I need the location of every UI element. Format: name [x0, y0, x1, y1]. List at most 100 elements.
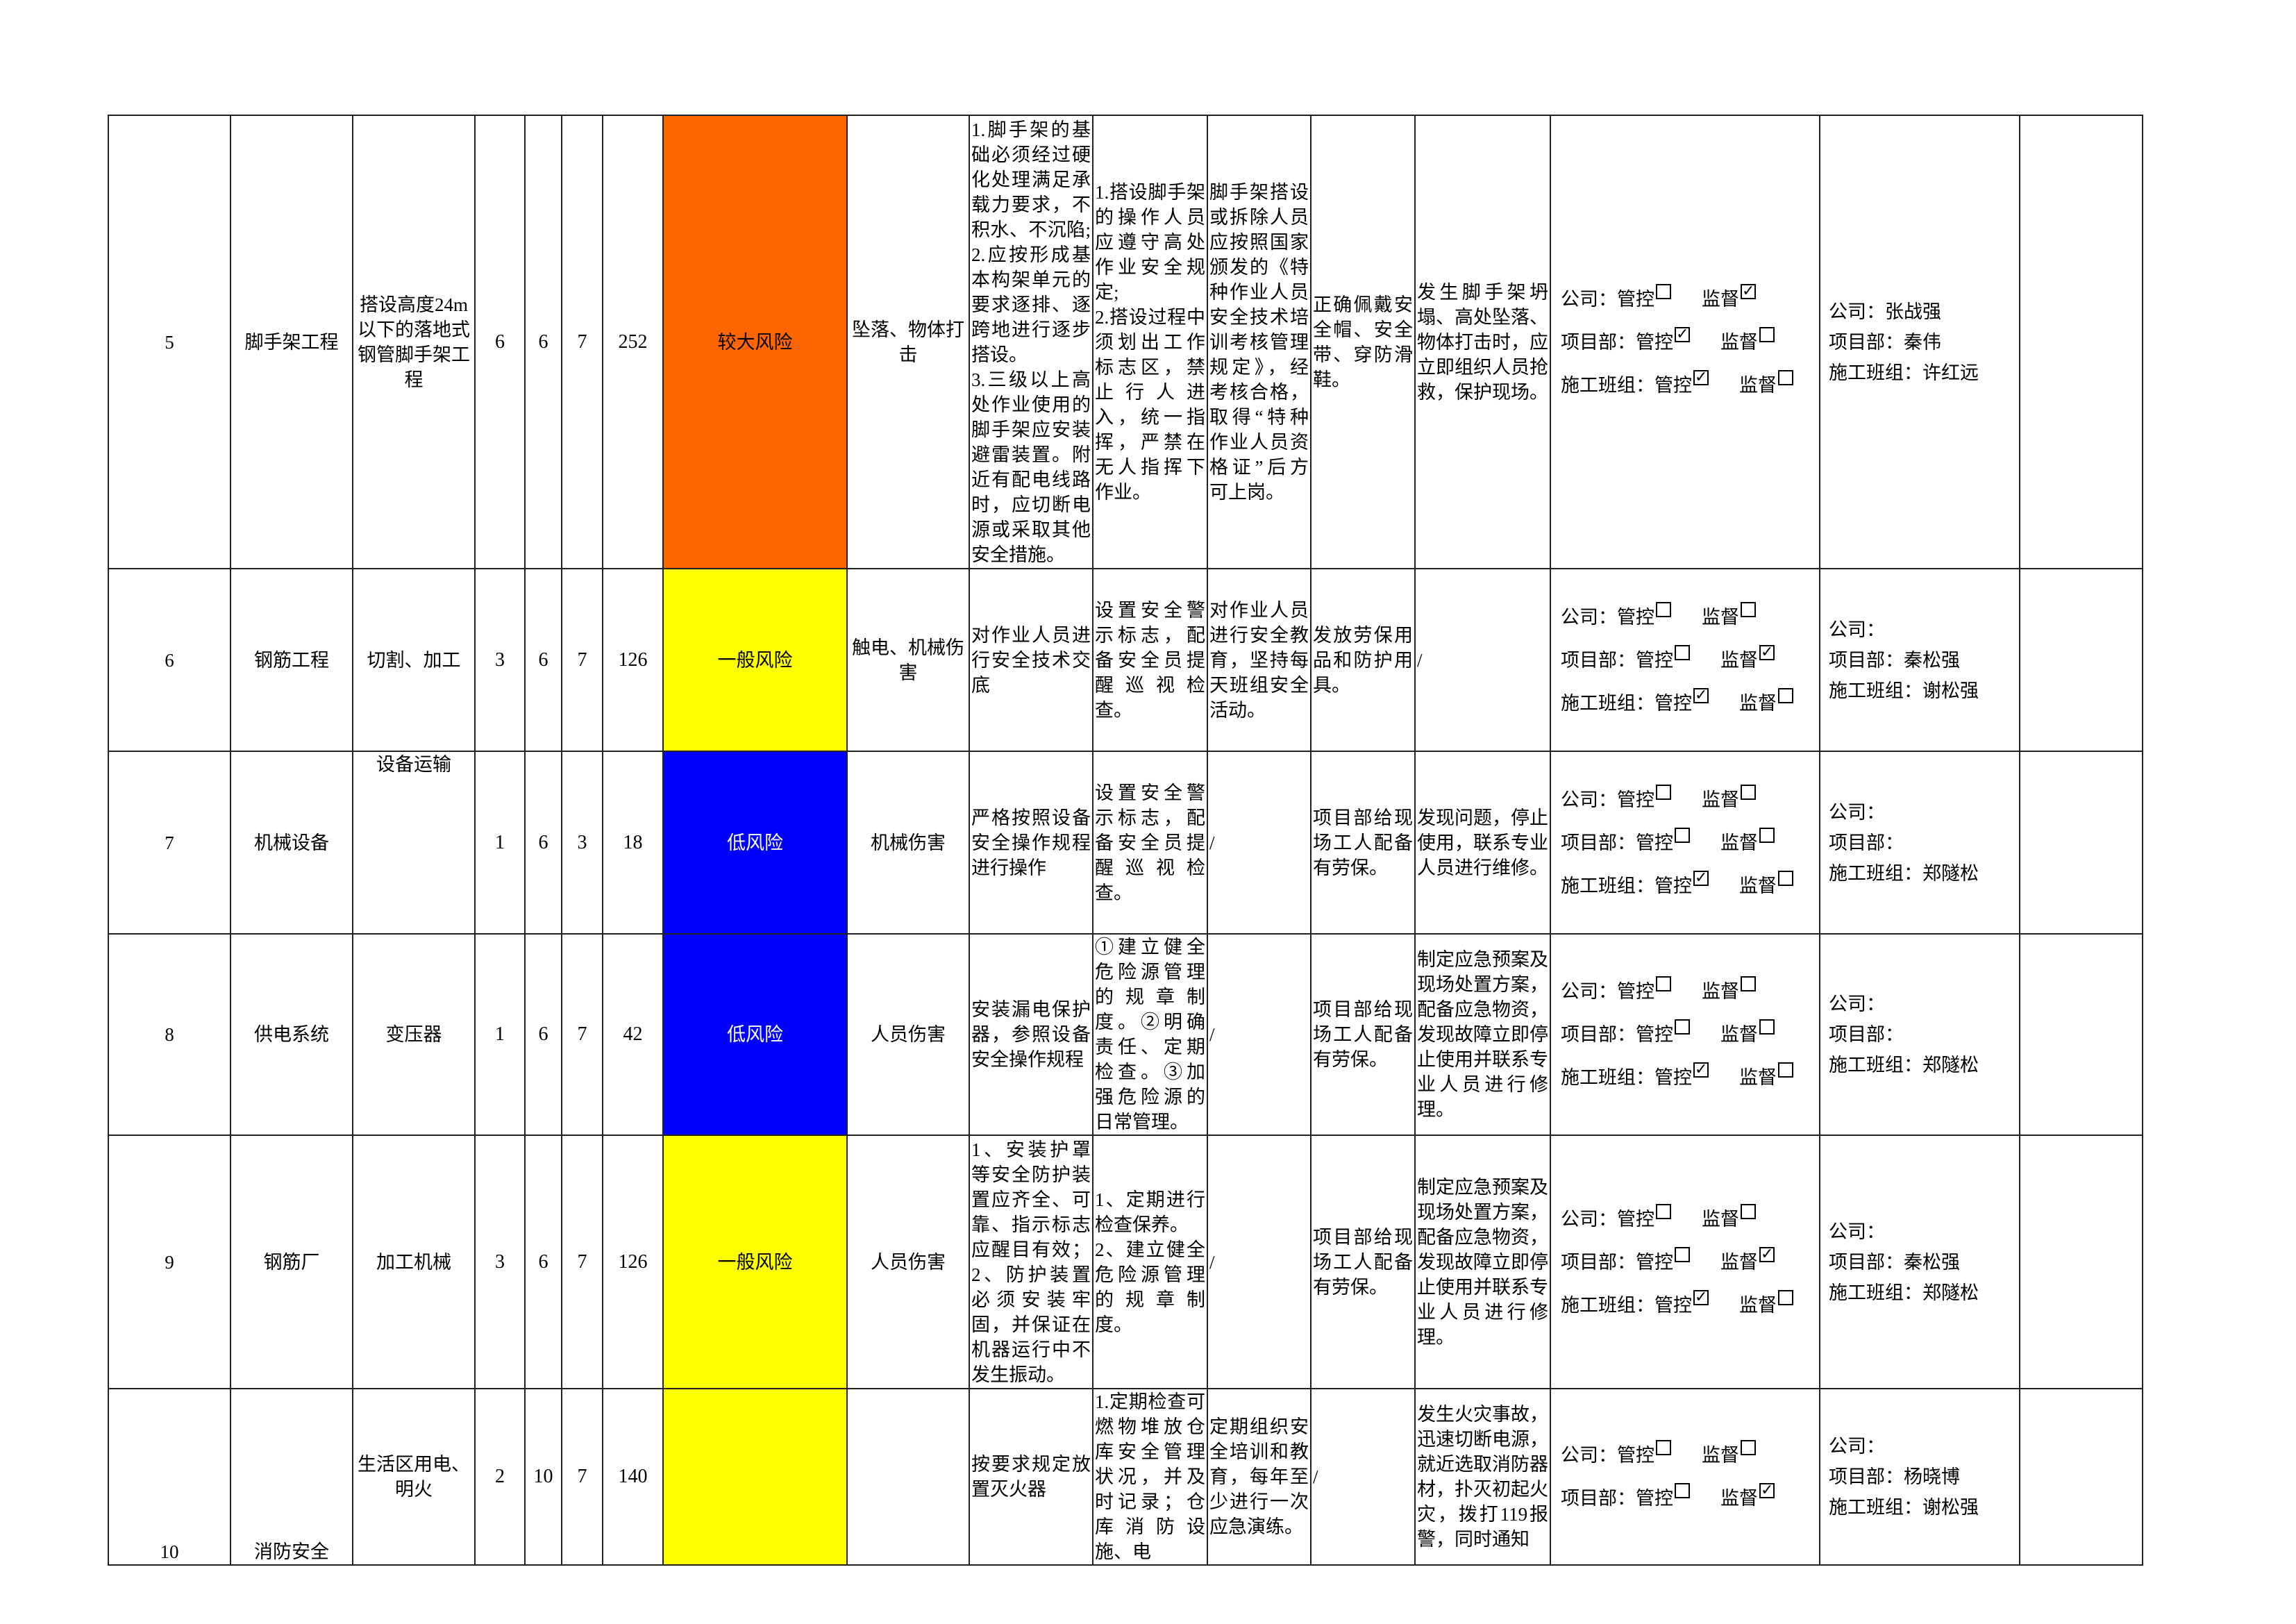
row-number: 10 — [108, 1388, 231, 1566]
checkbox-icon[interactable] — [1778, 1062, 1793, 1078]
control-label: 管控 — [1636, 649, 1673, 671]
hazard-type: 触电、机械伤害 — [846, 568, 970, 752]
risk-level: 一般风险 — [662, 1135, 848, 1389]
control-label: 管控 — [1636, 832, 1673, 853]
risk-level — [662, 1388, 848, 1566]
checked-checkbox-icon[interactable]: ✓ — [1693, 1287, 1709, 1305]
checked-checkbox-icon[interactable]: ✓ — [1693, 1060, 1709, 1078]
control-label: 管控 — [1636, 1024, 1673, 1045]
checkbox-icon[interactable] — [1675, 644, 1690, 660]
checkbox-icon[interactable] — [1741, 601, 1756, 617]
consequence-c: 7 — [561, 115, 603, 569]
work-item: 搭设高度24m以下的落地式钢管脚手架工程 — [352, 115, 476, 569]
control-line: 施工班组：管控 ✓ 监督 — [1552, 1287, 1818, 1318]
checked-checkbox-icon[interactable]: ✓ — [1741, 281, 1756, 299]
project-name: 脚手架工程 — [230, 115, 353, 569]
checkbox-icon[interactable] — [1675, 1246, 1690, 1262]
control-unit-label: 施工班组： — [1561, 692, 1654, 714]
checked-checkbox-icon[interactable]: ✓ — [1675, 324, 1690, 342]
responsible-person: 项目部： — [1829, 1024, 1904, 1045]
risk-score-d: 18 — [602, 751, 664, 935]
checkbox-icon[interactable] — [1778, 1289, 1793, 1305]
work-item: 变压器 — [352, 933, 476, 1136]
ppe-measures: 发放劳保用品和防护用具。 — [1310, 568, 1416, 752]
control-unit-label: 施工班组： — [1561, 374, 1654, 396]
management-measures: 1.定期检查可燃物堆放仓库安全管理状况，并及时记录；仓库消防设施、电 — [1092, 1388, 1208, 1566]
table-row: 5 脚手架工程 搭设高度24m以下的落地式钢管脚手架工程 6 6 7 252 较大风险 坠落、物… — [108, 115, 2143, 569]
likelihood-l: 3 — [474, 1135, 526, 1389]
control-level: 公司：管控 监督 项目部：管控 监督 ✓ — [1550, 1388, 1820, 1566]
checkbox-icon[interactable] — [1656, 976, 1671, 991]
checkbox-icon[interactable] — [1656, 601, 1671, 617]
checkbox-icon[interactable] — [1741, 1203, 1756, 1219]
risk-level: 低风险 — [662, 933, 848, 1136]
checkbox-icon[interactable] — [1656, 1203, 1671, 1219]
checked-checkbox-icon[interactable]: ✓ — [1759, 642, 1775, 660]
hazard-type: 机械伤害 — [846, 751, 970, 935]
control-level: 公司：管控 监督 项目部：管控 监督 ✓ 施工班组：管控 ✓ 监督 — [1550, 568, 1820, 752]
checked-checkbox-icon[interactable]: ✓ — [1693, 685, 1709, 703]
management-measures: 设置安全警示标志，配备安全员提醒巡视检查。 — [1092, 751, 1208, 935]
ppe-measures: 项目部给现场工人配备有劳保。 — [1310, 933, 1416, 1136]
likelihood-l: 2 — [474, 1388, 526, 1566]
responsible-person: 施工班组：谢松强 — [1829, 1497, 1979, 1518]
checked-checkbox-icon[interactable]: ✓ — [1759, 1481, 1775, 1498]
checkbox-icon[interactable] — [1741, 976, 1756, 991]
ppe-measures: 项目部给现场工人配备有劳保。 — [1310, 751, 1416, 935]
risk-score-d: 42 — [602, 933, 664, 1136]
responsible-person: 公司： — [1829, 1221, 1885, 1242]
control-label: 管控 — [1636, 1488, 1673, 1509]
checkbox-icon[interactable] — [1656, 1440, 1671, 1455]
checkbox-icon[interactable] — [1656, 784, 1671, 800]
control-line: 项目部：管控 监督 — [1552, 1019, 1818, 1047]
work-item: 设备运输 — [352, 751, 476, 935]
control-unit-label: 施工班组： — [1561, 875, 1654, 896]
control-line: 公司：管控 监督 — [1552, 784, 1818, 812]
responsible-person: 施工班组：郑隧松 — [1829, 1055, 1979, 1075]
checkbox-icon[interactable] — [1741, 1440, 1756, 1455]
checkbox-icon[interactable] — [1778, 687, 1793, 703]
control-unit-label: 施工班组： — [1561, 1294, 1654, 1316]
control-label: 管控 — [1636, 1251, 1673, 1273]
responsible-person: 公司： — [1829, 619, 1885, 640]
likelihood-l: 3 — [474, 568, 526, 752]
control-line: 公司：管控 监督 — [1552, 1203, 1818, 1232]
control-line: 公司：管控 监督 — [1552, 976, 1818, 1004]
training-measures: 脚手架搭设或拆除人员应按照国家颁发的《特种作业人员安全技术培训考核管理规定》，经… — [1207, 115, 1312, 569]
checkbox-icon[interactable] — [1759, 827, 1775, 843]
control-line: 公司：管控 监督 ✓ — [1552, 281, 1818, 312]
emergency-measures: 制定应急预案及现场处置方案，配备应急物资，发现故障立即停止使用并联系专业人员进行… — [1414, 1135, 1551, 1389]
checkbox-icon[interactable] — [1759, 326, 1775, 342]
responsible-person: 施工班组：郑隧松 — [1829, 862, 1979, 884]
consequence-c: 7 — [561, 1388, 603, 1566]
checkbox-icon[interactable] — [1778, 870, 1793, 886]
checked-checkbox-icon[interactable]: ✓ — [1693, 367, 1709, 385]
checkbox-icon[interactable] — [1741, 784, 1756, 800]
responsible-person: 施工班组：谢松强 — [1829, 680, 1979, 701]
exposure-e: 6 — [524, 568, 562, 752]
supervise-label: 监督 — [1720, 649, 1758, 671]
checkbox-icon[interactable] — [1778, 369, 1793, 385]
checkbox-icon[interactable] — [1675, 1019, 1690, 1035]
checkbox-icon[interactable] — [1656, 283, 1671, 299]
control-unit-label: 项目部： — [1561, 331, 1636, 353]
project-name: 钢筋工程 — [230, 568, 353, 752]
row-number: 6 — [108, 568, 231, 752]
control-level: 公司：管控 监督 项目部：管控 监督 施工班组：管控 ✓ 监督 — [1550, 933, 1820, 1136]
risk-score-d: 126 — [602, 568, 664, 752]
checkbox-icon[interactable] — [1675, 827, 1690, 843]
control-line: 施工班组：管控 ✓ 监督 — [1552, 868, 1818, 898]
checkbox-icon[interactable] — [1759, 1019, 1775, 1035]
work-item: 切割、加工 — [352, 568, 476, 752]
training-measures: 对作业人员进行安全教育，坚持每天班组安全活动。 — [1207, 568, 1312, 752]
hazard-type: 人员伤害 — [846, 933, 970, 1136]
emergency-measures: 发生火灾事故，迅速切断电源，就近选取消防器材，扑灭初起火灾，拨打119报警，同时… — [1414, 1388, 1551, 1566]
control-line: 公司：管控 监督 — [1552, 601, 1818, 630]
responsible-persons: 公司：张战强 项目部：秦伟 施工班组：许红远 — [1819, 115, 2020, 569]
work-item: 加工机械 — [352, 1135, 476, 1389]
checked-checkbox-icon[interactable]: ✓ — [1693, 868, 1709, 886]
supervise-label: 监督 — [1702, 606, 1739, 628]
control-unit-label: 项目部： — [1561, 1024, 1636, 1045]
checkbox-icon[interactable] — [1675, 1483, 1690, 1498]
checked-checkbox-icon[interactable]: ✓ — [1759, 1244, 1775, 1262]
